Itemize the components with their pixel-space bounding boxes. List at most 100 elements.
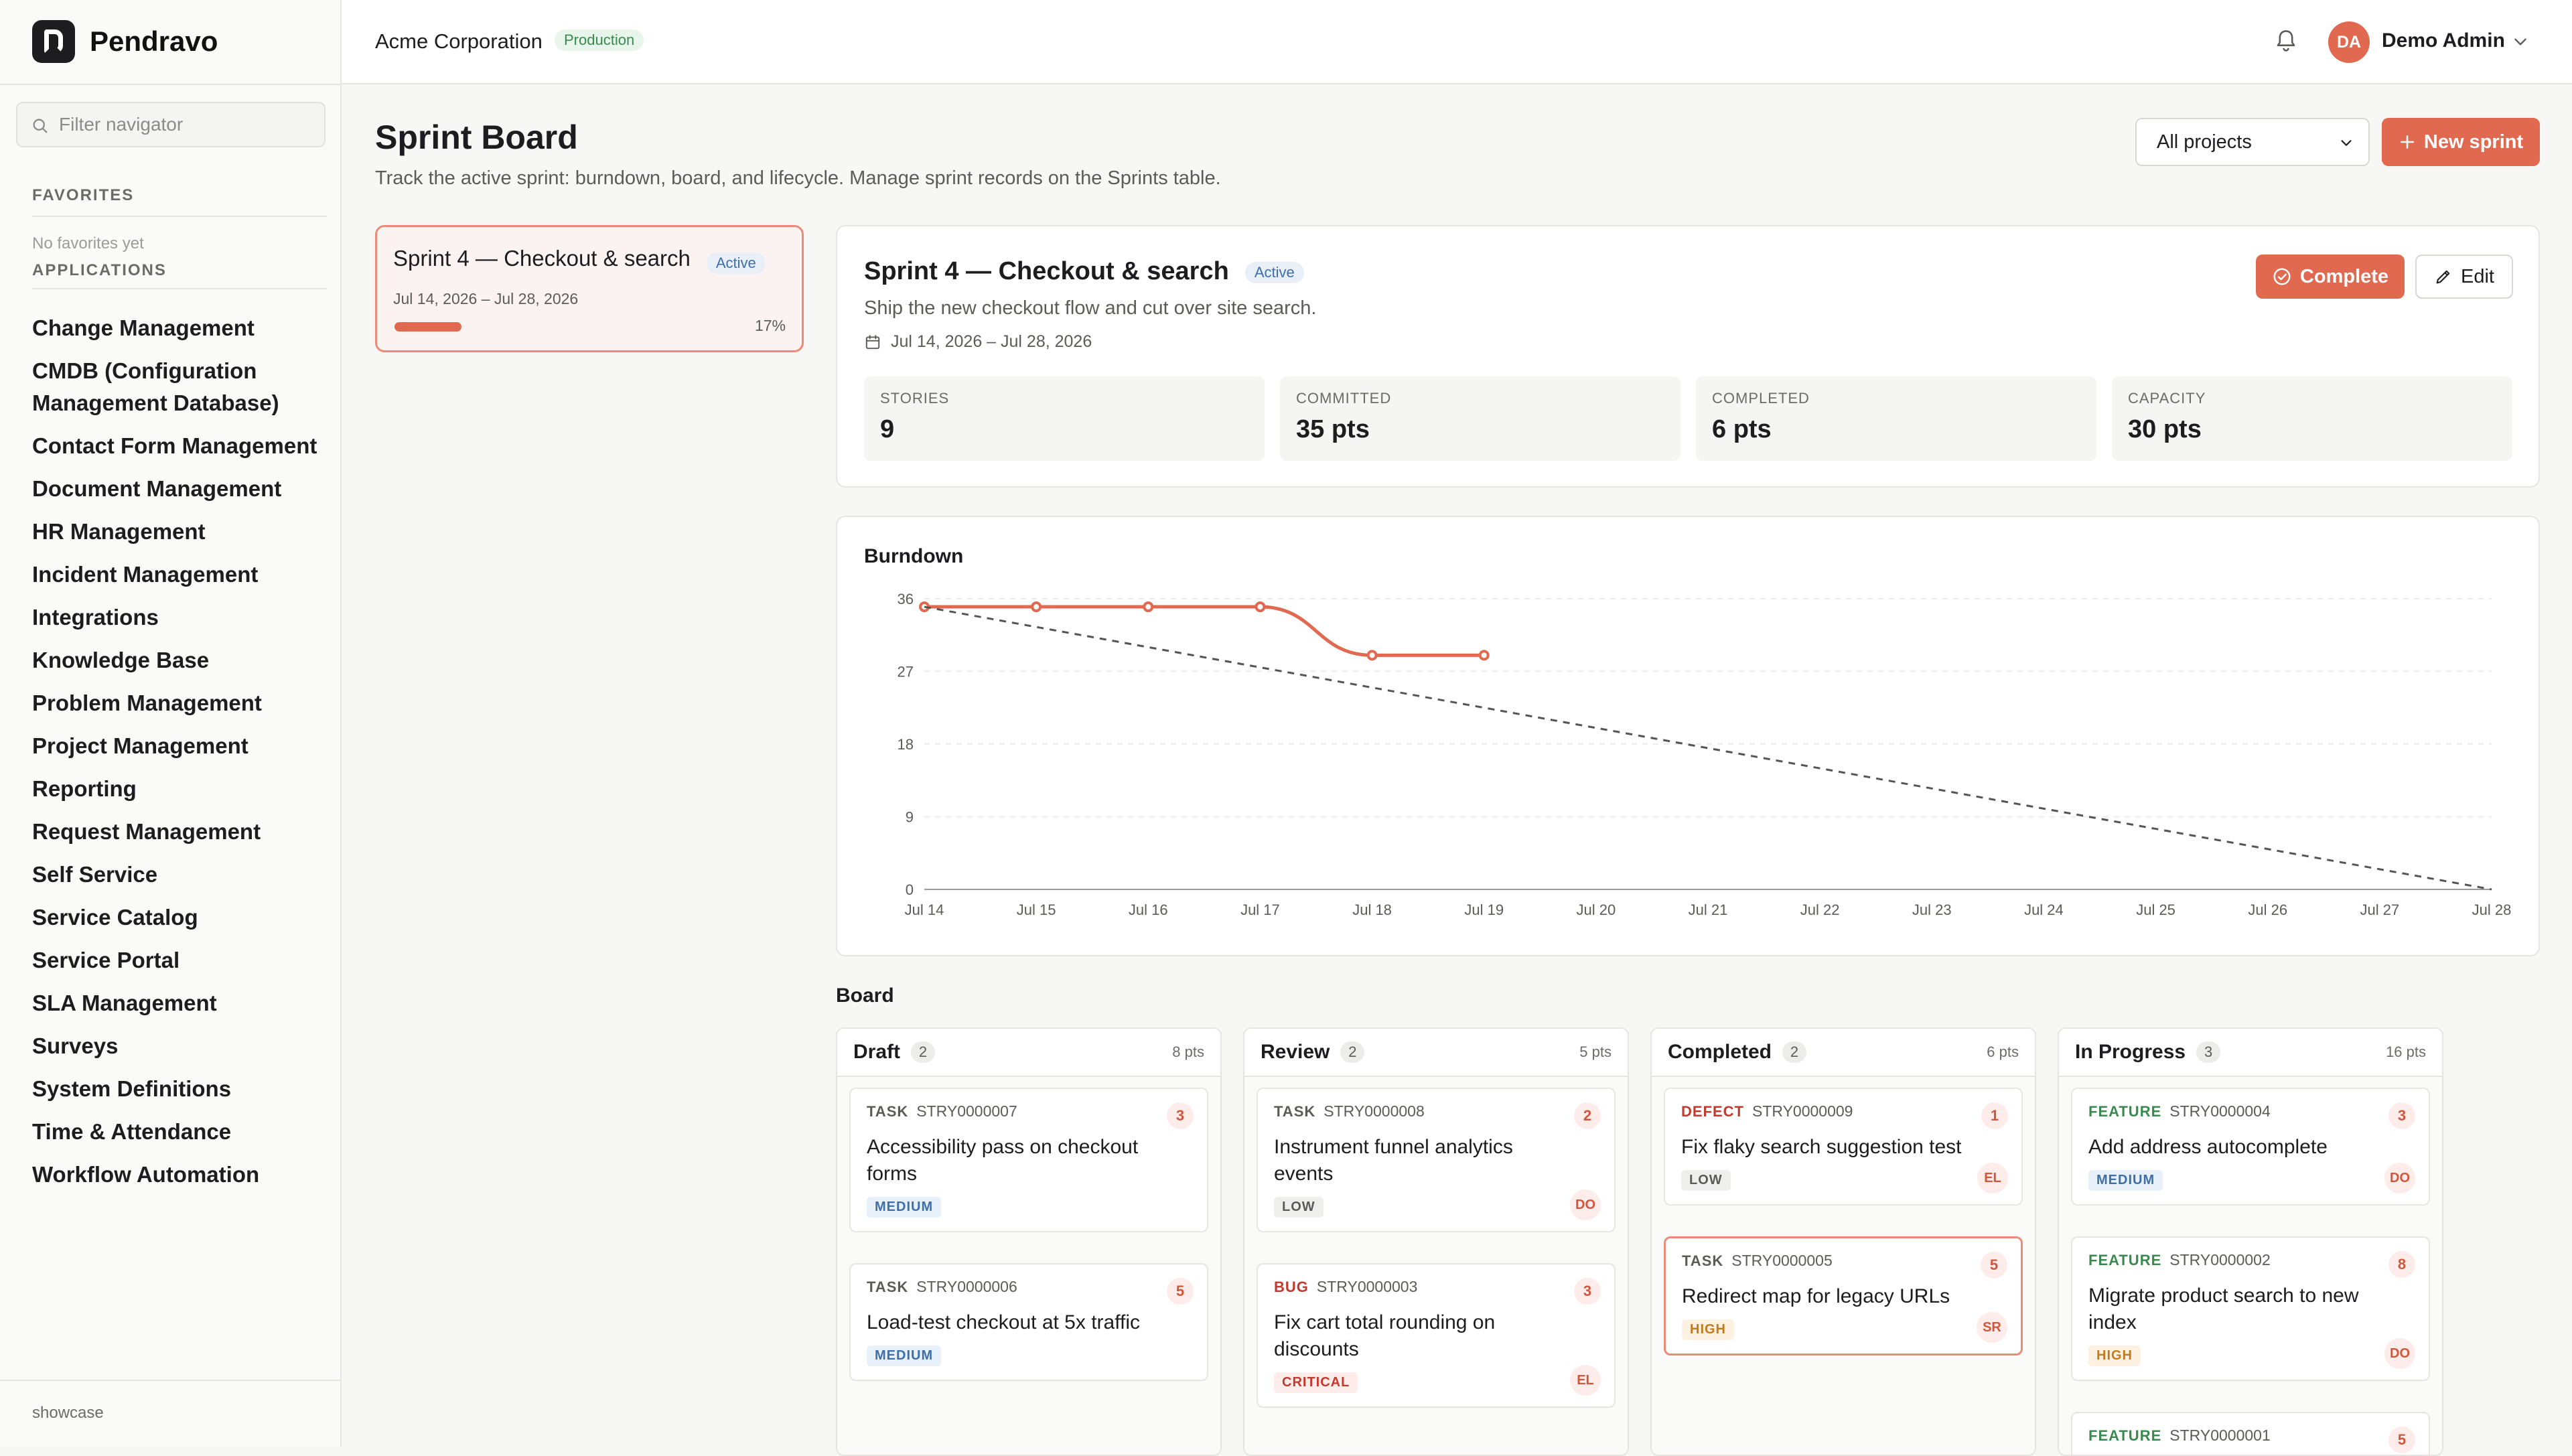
app-link-workflow-automation[interactable]: Workflow Automation [32,1162,260,1187]
app-link-service-catalog[interactable]: Service Catalog [32,905,198,930]
story-type: DEFECT [1681,1102,1744,1120]
sprint-goal: Ship the new checkout flow and cut over … [864,297,1317,319]
story-card[interactable]: BUG STRY0000003 3 Fix cart total rounding o… [1257,1263,1616,1408]
story-title: Add address autocomplete [2088,1136,2328,1158]
app-link-time-attendance[interactable]: Time & Attendance [32,1119,232,1144]
app-link-document-management[interactable]: Document Management [32,476,282,501]
assignee-avatar[interactable]: DO [2384,1163,2415,1193]
story-type: BUG [1274,1278,1309,1295]
favorites-rule [32,216,327,217]
app-link-change-management[interactable]: Change Management [32,315,255,340]
edit-button[interactable]: Edit [2415,254,2513,299]
story-points-badge: 3 [2388,1102,2415,1129]
story-card[interactable]: TASK STRY0000006 5 Load-test checkout at 5x… [849,1263,1208,1381]
app-link-reporting[interactable]: Reporting [32,776,137,801]
story-points-badge: 5 [1167,1278,1194,1305]
app-link-problem-management[interactable]: Problem Management [32,690,262,715]
story-card[interactable]: DEFECT STRY0000009 1 Fix flaky search sugge… [1664,1088,2023,1206]
app-link-sla-management[interactable]: SLA Management [32,991,217,1015]
stat-capacity: CAPACITY 30 pts [2112,376,2512,461]
column-count: 2 [1782,1041,1807,1063]
priority-badge: HIGH [1682,1319,1734,1340]
story-type: FEATURE [2088,1102,2162,1120]
assignee-avatar[interactable]: EL [1570,1365,1601,1396]
card-footer: HIGH [2088,1345,2413,1366]
app-logo[interactable]: Pendravo [32,20,218,63]
story-title: Fix cart total rounding on discounts [1274,1311,1496,1360]
story-card[interactable]: FEATURE STRY0000001 5 [2071,1412,2430,1455]
org-name[interactable]: Acme Corporation [375,29,543,53]
board-column-draft: Draft 2 8 pts TASK STRY0000007 3 Accessibility… [836,1027,1222,1456]
column-header: Completed 2 6 pts [1652,1029,2035,1077]
story-points-badge: 2 [1574,1102,1601,1129]
app-link-self-service[interactable]: Self Service [32,862,158,887]
assignee-avatar[interactable]: DO [2384,1338,2415,1369]
sprint-progress-label: 17% [754,317,786,334]
app-link-surveys[interactable]: Surveys [32,1033,119,1058]
filter-navigator-input[interactable]: Filter navigator [16,102,326,147]
column-points: 6 pts [1987,1043,2019,1060]
priority-badge: MEDIUM [867,1345,942,1366]
app-link-service-portal[interactable]: Service Portal [32,948,180,972]
stat-stories: STORIES 9 [864,376,1265,461]
app-link-knowledge-base[interactable]: Knowledge Base [32,648,210,672]
story-number: STRY0000001 [2169,1427,2271,1444]
story-card[interactable]: FEATURE STRY0000004 3 Add address autocompl… [2071,1088,2430,1206]
data-point [1255,601,1266,613]
board-column-review: Review 2 5 pts TASK STRY0000008 2 Instrument f… [1243,1027,1629,1456]
card-footer: CRITICAL [1274,1372,1598,1393]
app-link-incident-management[interactable]: Incident Management [32,562,259,587]
series-line-ideal [924,605,2492,891]
app-link-project-management[interactable]: Project Management [32,733,248,758]
card-header: TASK STRY0000007 [867,1102,1191,1120]
sprint-list-item[interactable]: Sprint 4 — Checkout & search Active Jul 1… [375,225,804,352]
app-link-hr-management[interactable]: HR Management [32,519,206,544]
search-icon [33,119,48,133]
new-sprint-button[interactable]: New sprint [2382,118,2540,166]
project-select[interactable]: All projects [2135,118,2370,166]
applications-list: Change Management CMDB (Configuration Ma… [32,312,327,1202]
story-number: STRY0000002 [2169,1251,2271,1268]
priority-badge: LOW [1274,1197,1324,1218]
app-link-cmdb[interactable]: CMDB (Configuration Management Database) [32,358,279,415]
story-card[interactable]: TASK STRY0000005 5 Redirect map for legacy … [1664,1236,2023,1356]
chevron-down-icon[interactable] [2512,35,2529,50]
app-link-contact-form-management[interactable]: Contact Form Management [32,433,317,458]
card-footer: LOW [1681,1170,2005,1191]
favorites-heading: FAVORITES [32,186,135,204]
column-header: Review 2 5 pts [1244,1029,1628,1077]
priority-badge: LOW [1681,1170,1731,1191]
user-name[interactable]: Demo Admin [2382,29,2505,52]
y-tick-label: 9 [906,809,914,826]
story-type: TASK [1274,1102,1316,1120]
story-card[interactable]: FEATURE STRY0000002 8 Migrate product searc… [2071,1236,2430,1381]
sprint-dates: Jul 14, 2026 – Jul 28, 2026 [864,332,1092,352]
card-footer: LOW [1274,1197,1598,1218]
assignee-avatar[interactable]: DO [1570,1189,1601,1220]
calendar-icon [865,334,880,349]
sidebar-footer-divider [0,1380,342,1381]
x-tick-label: Jul 22 [1800,901,1840,918]
story-number: STRY0000007 [916,1102,1017,1120]
filter-placeholder: Filter navigator [59,114,184,135]
chart-title: Burndown [864,545,964,567]
story-card[interactable]: TASK STRY0000007 3 Accessibility pass on ch… [849,1088,1208,1232]
column-points: 5 pts [1579,1043,1612,1060]
story-type: TASK [867,1102,909,1120]
story-card[interactable]: TASK STRY0000008 2 Instrument funnel analyt… [1257,1088,1616,1232]
complete-button[interactable]: Complete [2256,254,2405,299]
app-link-system-definitions[interactable]: System Definitions [32,1076,232,1101]
user-avatar[interactable]: DA [2328,21,2370,63]
story-type: TASK [1682,1252,1724,1269]
story-number: STRY0000006 [916,1278,1017,1295]
page-subtitle: Track the active sprint: burndown, board… [375,167,1221,189]
applications-rule [32,288,327,289]
assignee-avatar[interactable]: EL [1977,1163,2008,1193]
bell-icon[interactable] [2275,28,2297,55]
assignee-avatar[interactable]: SR [1977,1312,2007,1343]
board-column-in-progress: In Progress 3 16 pts FEATURE STRY0000004 3 Add… [2058,1027,2443,1456]
story-title: Load-test checkout at 5x traffic [867,1311,1141,1333]
app-link-integrations[interactable]: Integrations [32,605,159,630]
app-link-request-management[interactable]: Request Management [32,819,261,844]
column-count: 2 [911,1041,936,1063]
